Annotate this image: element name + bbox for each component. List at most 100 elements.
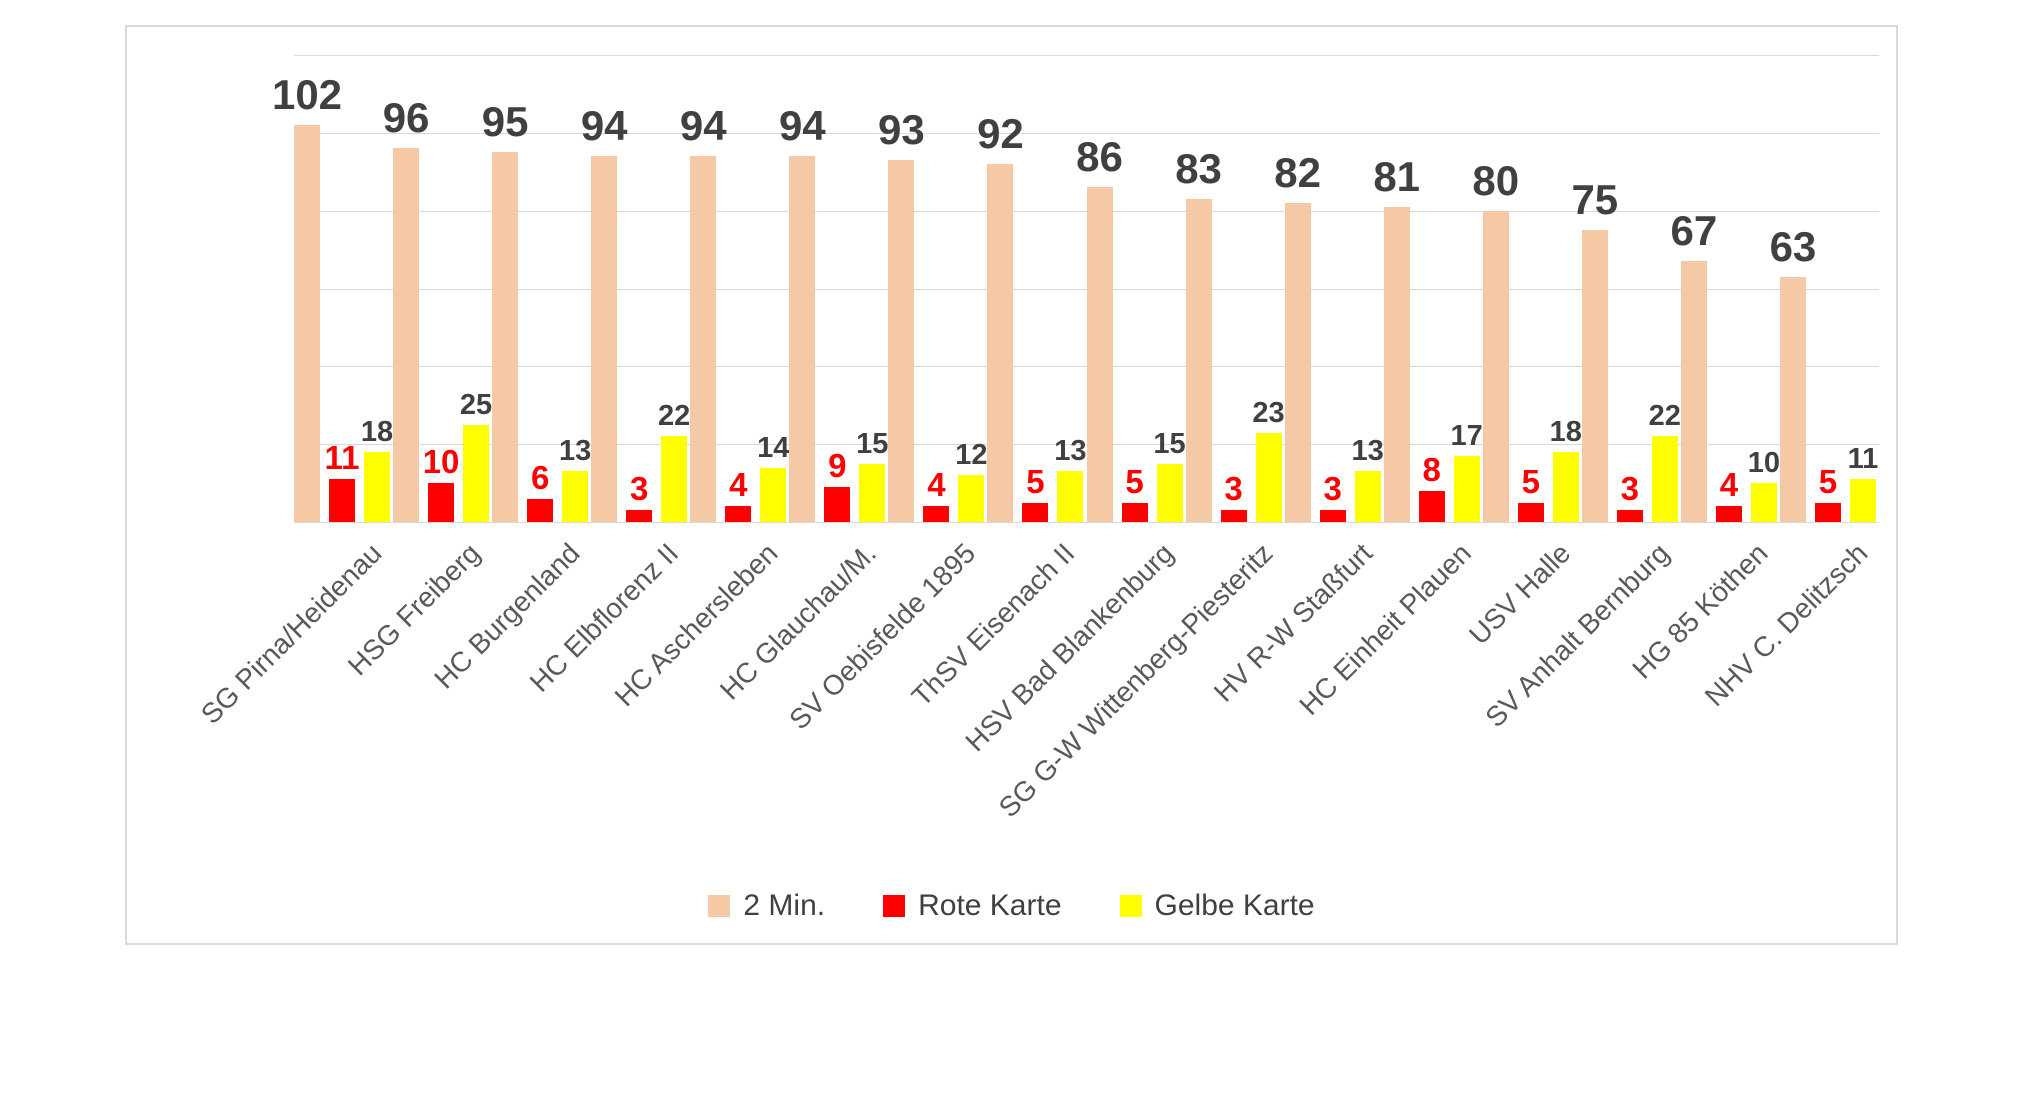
category-group: 81 8 17 <box>1373 55 1483 522</box>
bar-rote-karte <box>527 498 554 522</box>
legend-item-rote-karte: Rote Karte <box>883 889 1062 923</box>
bar-rote-karte <box>1715 506 1742 522</box>
category-group: 95 6 13 <box>482 55 592 522</box>
bar-rote-karte <box>725 506 752 522</box>
value-label-2-min-: 94 <box>778 102 826 150</box>
value-label-2-min-: 86 <box>1076 133 1123 181</box>
value-label-rote-karte: 5 <box>1026 462 1045 500</box>
value-label-2-min-: 75 <box>1571 176 1619 224</box>
value-label-gelbe-karte: 15 <box>1153 427 1186 460</box>
value-label-2-min-: 92 <box>977 109 1024 157</box>
category-group: 94 3 22 <box>581 55 691 522</box>
bar-rote-karte <box>1319 510 1346 522</box>
bar-rote-karte <box>626 510 653 522</box>
value-label-rote-karte: 10 <box>422 443 460 481</box>
value-label-gelbe-karte: 10 <box>1747 447 1781 480</box>
bar-rote-karte <box>428 483 455 522</box>
bar-gelbe-karte <box>1651 436 1678 522</box>
legend-swatch-gelbe-karte-icon <box>1119 895 1142 917</box>
value-label-2-min-: 94 <box>679 102 727 150</box>
bar-rote-karte <box>1022 502 1049 522</box>
bar-2-min- <box>690 156 717 522</box>
value-label-rote-karte: 3 <box>1620 470 1639 508</box>
value-label-rote-karte: 5 <box>1125 462 1144 500</box>
value-label-gelbe-karte: 18 <box>360 415 394 448</box>
bar-rote-karte <box>1121 502 1148 522</box>
value-label-rote-karte: 3 <box>630 470 649 508</box>
x-axis-baseline <box>294 522 1879 523</box>
value-label-2-min-: 96 <box>382 94 430 142</box>
bar-gelbe-karte <box>1849 479 1876 522</box>
bar-rote-karte <box>1616 510 1643 522</box>
bar-rote-karte <box>1814 502 1841 522</box>
bar-rote-karte <box>329 479 355 522</box>
legend-swatch-rote-karte-icon <box>883 895 906 917</box>
value-label-gelbe-karte: 18 <box>1549 415 1582 448</box>
value-label-2-min-: 95 <box>481 98 529 146</box>
category-group: 82 3 13 <box>1274 55 1384 522</box>
bar-gelbe-karte <box>958 475 985 522</box>
value-label-2-min-: 81 <box>1373 152 1421 200</box>
bar-2-min- <box>1779 276 1806 522</box>
bar-gelbe-karte <box>661 436 688 522</box>
bar-rote-karte <box>923 506 950 522</box>
bar-gelbe-karte <box>1255 432 1282 522</box>
bar-gelbe-karte <box>463 424 490 522</box>
legend-item-2min: 2 Min. <box>708 889 825 923</box>
bar-gelbe-karte <box>562 471 589 522</box>
value-label-2-min-: 93 <box>878 106 925 154</box>
bar-2-min- <box>1185 199 1212 522</box>
legend-swatch-2min-icon <box>708 895 731 917</box>
value-label-2-min-: 83 <box>1175 145 1222 192</box>
bar-gelbe-karte <box>1156 463 1183 522</box>
value-label-gelbe-karte: 15 <box>856 427 889 460</box>
bar-2-min- <box>492 152 519 522</box>
bar-2-min- <box>1482 210 1509 522</box>
bar-2-min- <box>393 148 420 522</box>
category-group: 75 3 22 <box>1571 55 1681 522</box>
value-label-gelbe-karte: 17 <box>1450 419 1483 452</box>
value-label-2-min-: 80 <box>1472 156 1520 204</box>
gridline <box>294 132 1879 134</box>
value-label-2-min-: 63 <box>1769 222 1817 270</box>
category-group: 93 4 12 <box>878 55 988 522</box>
category-group: 80 5 18 <box>1472 55 1582 522</box>
bar-2-min- <box>1284 202 1311 522</box>
category-group: 102 11 18 <box>272 55 394 522</box>
legend-item-gelbe-karte: Gelbe Karte <box>1119 889 1315 923</box>
bar-2-min- <box>1383 206 1410 522</box>
category-group: 83 3 23 <box>1175 55 1285 522</box>
bar-2-min- <box>1086 187 1113 522</box>
bar-gelbe-karte <box>859 463 886 522</box>
plot-area: 102 11 18 96 10 25 95 6 13 94 3 22 94 4 14 94 9 15 93 4 12 92… <box>127 27 1896 943</box>
category-group: 92 5 13 <box>977 55 1087 522</box>
value-label-rote-karte: 4 <box>729 466 748 504</box>
bar-rote-karte <box>1418 490 1445 522</box>
value-label-gelbe-karte: 14 <box>757 431 790 464</box>
legend-label-rote-karte: Rote Karte <box>918 889 1062 922</box>
bar-2-min- <box>1581 230 1608 522</box>
value-label-rote-karte: 6 <box>530 458 550 496</box>
value-label-gelbe-karte: 25 <box>459 388 493 421</box>
legend-label-2min: 2 Min. <box>743 889 826 922</box>
bar-gelbe-karte <box>1453 455 1480 522</box>
value-label-gelbe-karte: 13 <box>558 435 592 468</box>
value-label-rote-karte: 4 <box>1719 466 1739 504</box>
bar-2-min- <box>789 156 816 522</box>
category-group: 63 5 11 <box>1770 55 1879 522</box>
bar-gelbe-karte <box>760 467 787 522</box>
value-label-2-min-: 67 <box>1670 207 1718 255</box>
value-label-gelbe-karte: 22 <box>658 400 691 433</box>
value-label-rote-karte: 5 <box>1521 462 1540 500</box>
category-group: 67 4 10 <box>1671 55 1781 522</box>
value-label-2-min-: 82 <box>1274 148 1321 196</box>
value-label-gelbe-karte: 13 <box>1054 435 1087 468</box>
bar-2-min- <box>591 156 618 522</box>
category-group: 94 4 14 <box>680 55 790 522</box>
bar-2-min- <box>987 163 1014 522</box>
gridline <box>294 55 1879 56</box>
bar-rote-karte <box>824 486 851 522</box>
legend-label-gelbe-karte: Gelbe Karte <box>1154 889 1315 922</box>
bar-rote-karte <box>1220 510 1247 522</box>
value-label-gelbe-karte: 13 <box>1351 435 1384 468</box>
